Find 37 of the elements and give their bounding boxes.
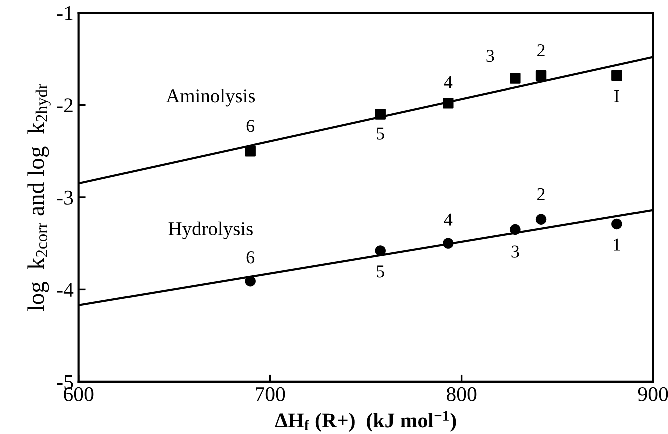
y-tick-label: -5 [57, 376, 74, 390]
annotation: 1 [614, 238, 620, 251]
point [443, 238, 454, 249]
point [510, 73, 521, 84]
point [443, 98, 454, 109]
annotation: Hydrolysis [168, 222, 253, 240]
x-tick-label: 900 [638, 387, 668, 402]
x-tick-label: 700 [256, 387, 286, 402]
point [536, 214, 547, 225]
x-axis-title: ΔH$_{f}$ (R+) (kJ mol$^{−1}$) [275, 411, 456, 432]
point [612, 70, 622, 82]
point [245, 276, 256, 287]
point [536, 70, 547, 82]
point [375, 246, 386, 256]
annotation: Aminolysis [166, 89, 256, 107]
annotation: 4 [444, 76, 453, 88]
annotation: I [614, 90, 620, 102]
annotation: 6 [246, 252, 255, 264]
point [612, 218, 622, 230]
y-tick-label: -2 [57, 98, 73, 112]
annotation: 4 [444, 214, 453, 226]
y-tick-label: -4 [57, 283, 74, 297]
point [510, 224, 521, 236]
annotation: 5 [377, 128, 384, 140]
annotation: 2 [538, 188, 545, 200]
annotation: 3 [486, 50, 494, 62]
x-tick-label: 600 [64, 387, 94, 402]
annotation: 3 [512, 246, 520, 258]
point [375, 109, 386, 120]
annotation: 5 [377, 266, 384, 278]
y-tick-label: -1 [57, 6, 73, 20]
y-axis-title: log k$_{2corr}$ and log k$_{2hydr}$ [28, 84, 51, 312]
annotation: 2 [538, 44, 545, 56]
x-tick-label: 800 [446, 387, 477, 402]
y-tick-label: -3 [57, 190, 74, 205]
annotation: 6 [246, 120, 255, 132]
point [245, 146, 256, 157]
